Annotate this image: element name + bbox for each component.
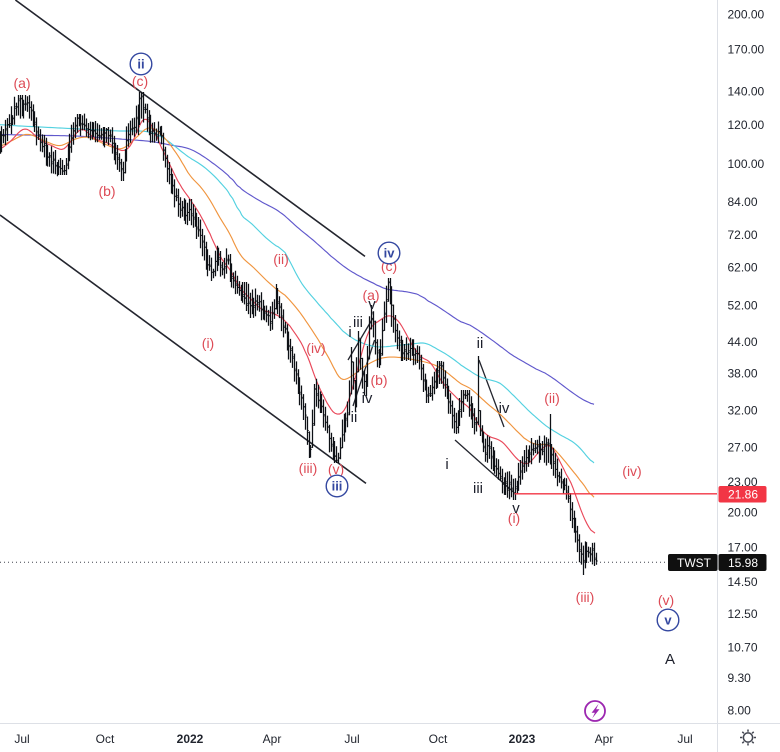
svg-text:200.00: 200.00: [728, 7, 765, 21]
svg-text:44.00: 44.00: [728, 335, 758, 349]
svg-text:A: A: [665, 651, 675, 668]
svg-text:(i): (i): [202, 335, 214, 351]
svg-text:2022: 2022: [177, 732, 204, 746]
svg-text:(c): (c): [132, 73, 148, 89]
svg-text:15.98: 15.98: [728, 556, 758, 570]
svg-text:38.00: 38.00: [728, 367, 758, 381]
svg-text:9.30: 9.30: [728, 671, 752, 685]
svg-text:(ii): (ii): [273, 251, 289, 267]
svg-text:i: i: [348, 324, 351, 341]
svg-text:Apr: Apr: [595, 732, 614, 746]
svg-text:32.00: 32.00: [728, 404, 758, 418]
svg-text:(ii): (ii): [544, 390, 560, 406]
svg-text:2023: 2023: [509, 732, 536, 746]
svg-text:iii: iii: [473, 480, 483, 497]
svg-text:Apr: Apr: [263, 732, 282, 746]
svg-text:140.00: 140.00: [728, 84, 765, 98]
svg-text:Jul: Jul: [344, 732, 359, 746]
svg-text:iv: iv: [499, 400, 510, 417]
svg-text:Jul: Jul: [14, 732, 29, 746]
svg-text:120.00: 120.00: [728, 118, 765, 132]
svg-text:(a): (a): [13, 75, 30, 91]
svg-text:iii: iii: [332, 479, 343, 494]
svg-text:(iii): (iii): [299, 460, 318, 476]
svg-text:8.00: 8.00: [728, 704, 752, 718]
svg-text:170.00: 170.00: [728, 42, 765, 56]
svg-text:10.70: 10.70: [728, 641, 758, 655]
svg-text:(iv): (iv): [306, 340, 325, 356]
svg-text:(iv): (iv): [622, 463, 641, 479]
svg-text:62.00: 62.00: [728, 261, 758, 275]
svg-text:27.00: 27.00: [728, 440, 758, 454]
svg-text:17.00: 17.00: [728, 540, 758, 554]
svg-text:21.86: 21.86: [728, 488, 758, 502]
svg-text:ii: ii: [477, 335, 484, 352]
svg-text:(v): (v): [658, 592, 674, 608]
svg-text:Oct: Oct: [96, 732, 115, 746]
svg-text:iv: iv: [384, 246, 396, 261]
svg-text:iv: iv: [362, 390, 373, 407]
svg-text:12.50: 12.50: [728, 607, 758, 621]
svg-text:52.00: 52.00: [728, 299, 758, 313]
svg-text:i: i: [445, 456, 448, 473]
svg-text:ii: ii: [351, 409, 358, 426]
svg-text:23.00: 23.00: [728, 475, 758, 489]
svg-text:(v): (v): [328, 461, 344, 477]
svg-text:100.00: 100.00: [728, 157, 765, 171]
svg-text:Oct: Oct: [429, 732, 448, 746]
svg-text:v: v: [664, 613, 672, 628]
svg-text:14.50: 14.50: [728, 575, 758, 589]
svg-text:84.00: 84.00: [728, 195, 758, 209]
svg-text:(b): (b): [370, 372, 387, 388]
svg-text:(i): (i): [508, 510, 520, 526]
svg-text:TWST: TWST: [677, 556, 712, 570]
svg-text:v: v: [512, 500, 520, 517]
svg-text:(b): (b): [98, 183, 115, 199]
svg-text:iii: iii: [353, 314, 363, 331]
svg-text:(iii): (iii): [576, 589, 595, 605]
svg-text:Jul: Jul: [677, 732, 692, 746]
svg-text:20.00: 20.00: [728, 505, 758, 519]
svg-text:ii: ii: [137, 57, 144, 72]
svg-text:v: v: [368, 296, 376, 313]
svg-text:72.00: 72.00: [728, 228, 758, 242]
svg-text:(a): (a): [362, 287, 379, 303]
